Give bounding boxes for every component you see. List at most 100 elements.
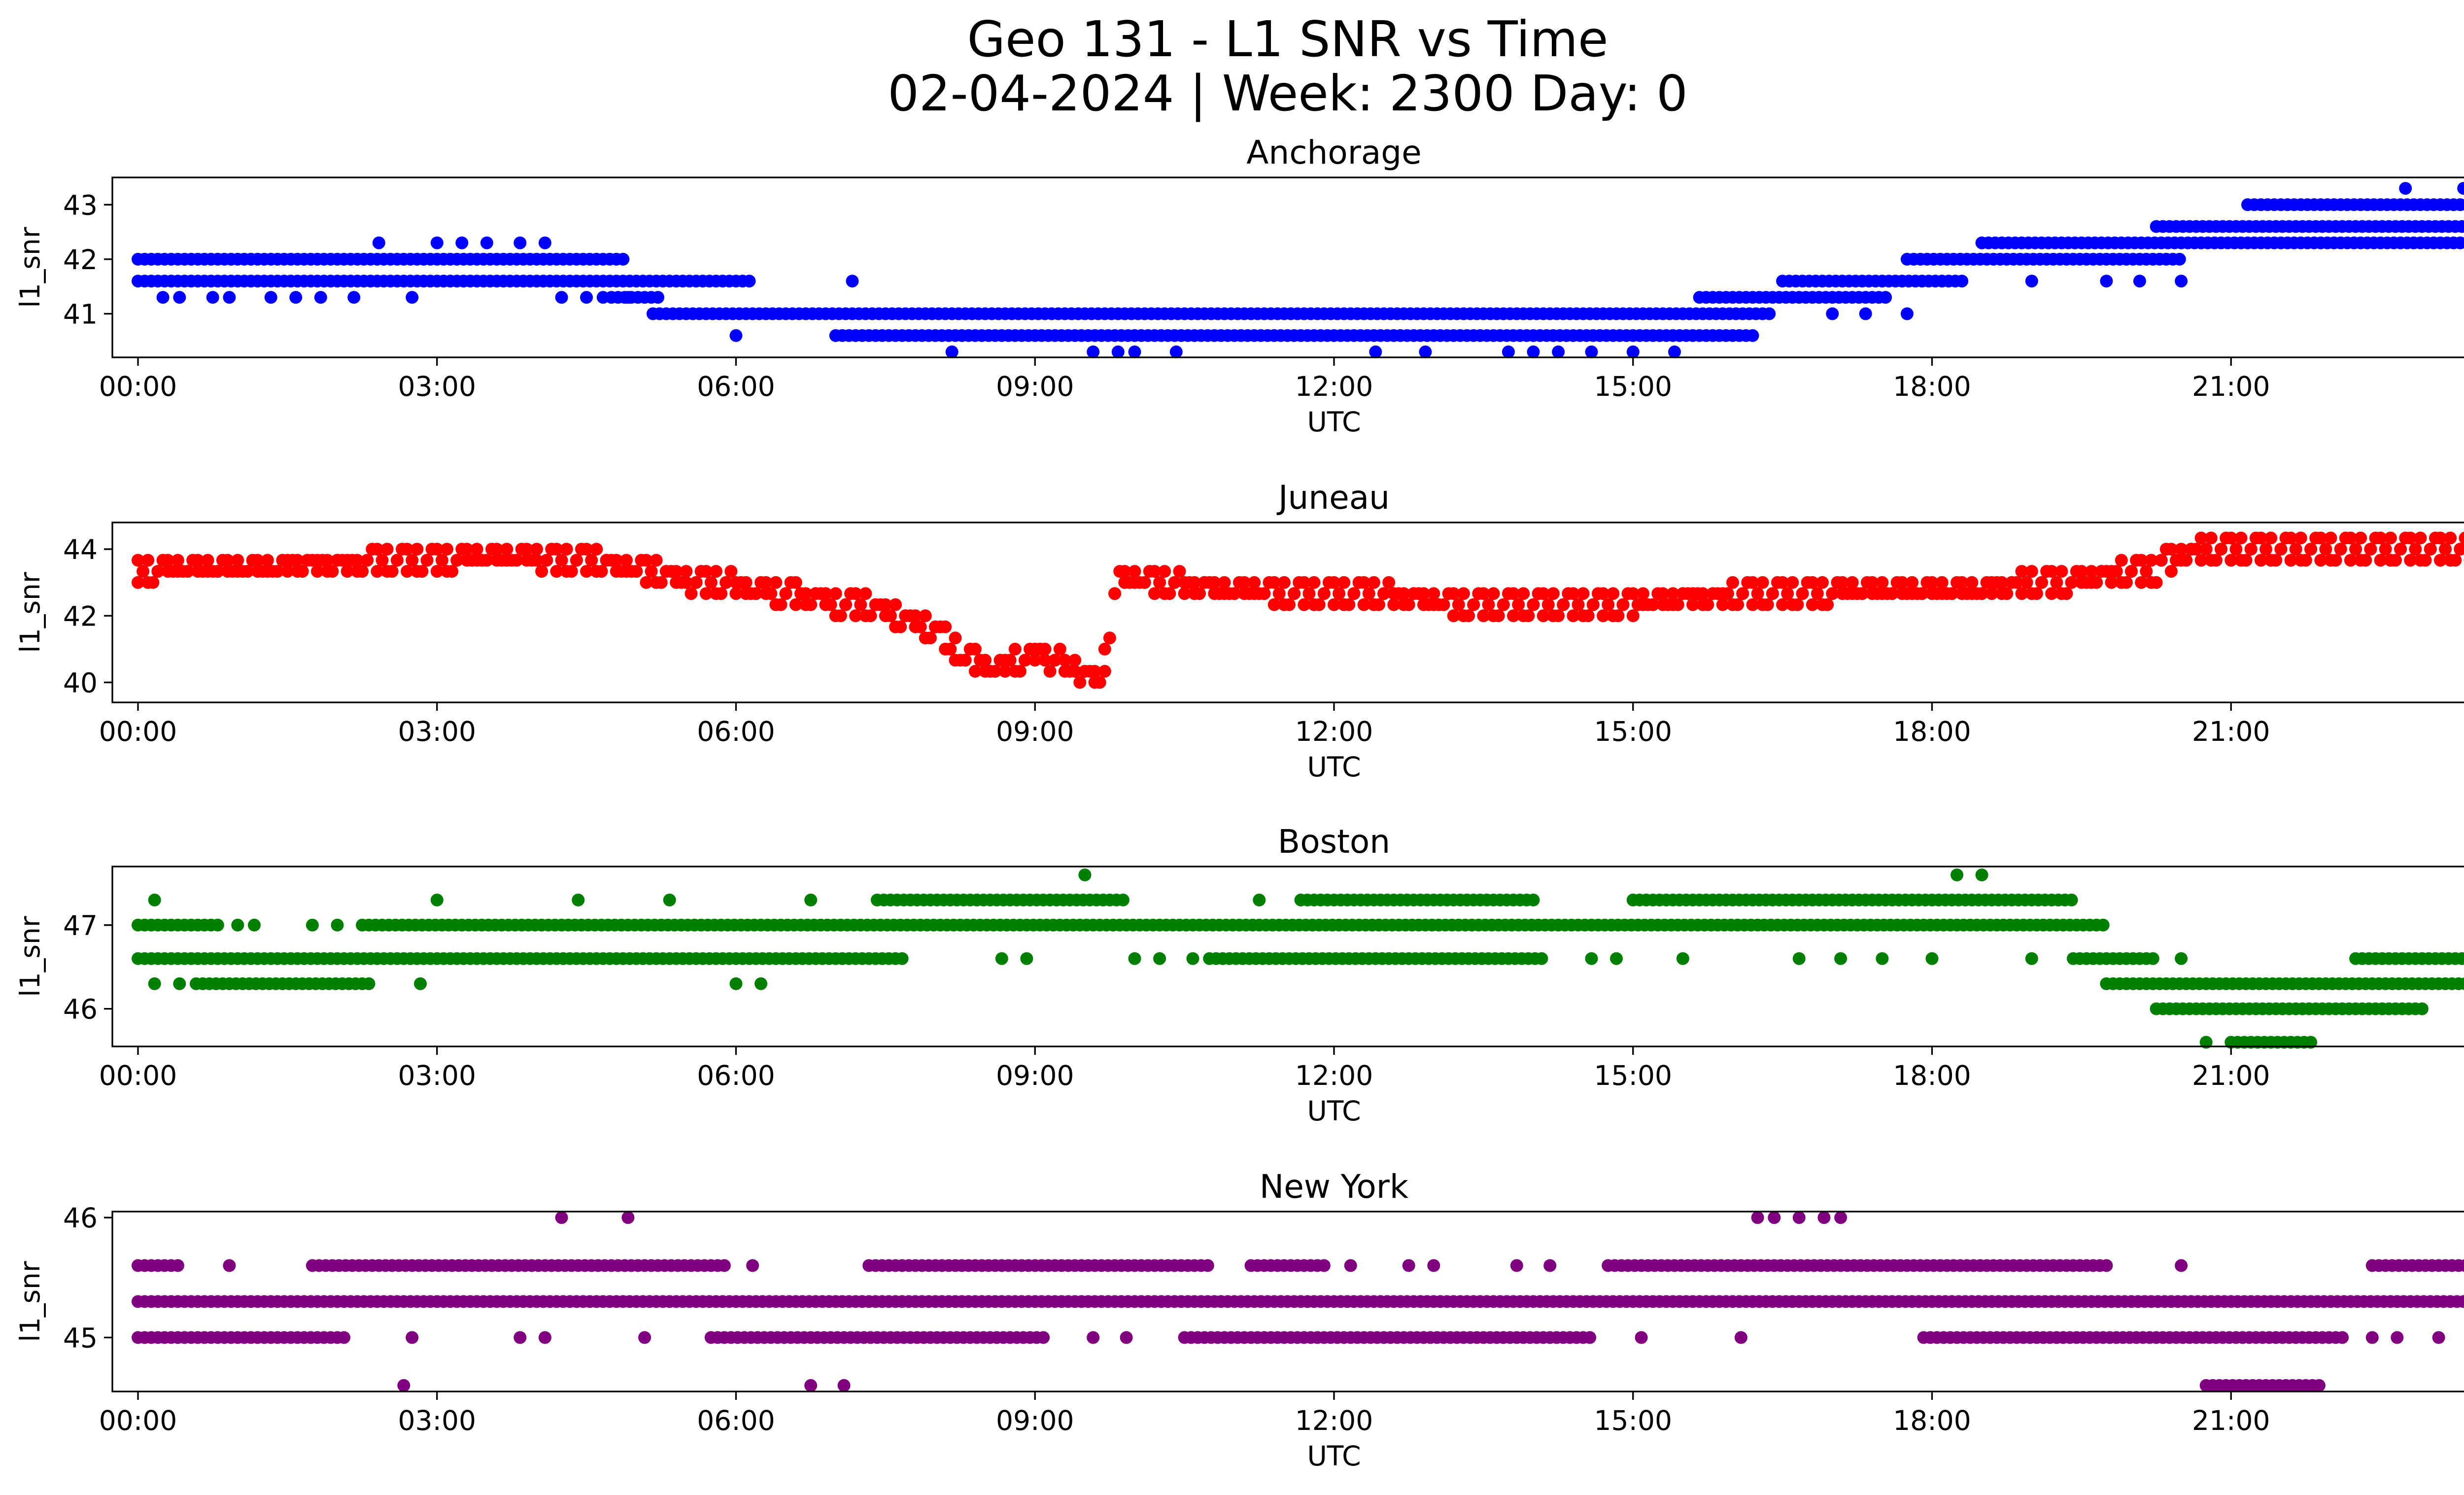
data-point — [550, 565, 563, 578]
data-point — [764, 587, 778, 600]
data-point — [356, 565, 369, 578]
data-point — [2133, 275, 2146, 288]
subplot-title: Juneau — [1276, 479, 1390, 517]
x-tick-label: 12:00 — [1295, 1060, 1373, 1091]
data-point — [390, 554, 404, 567]
data-point — [2444, 531, 2457, 545]
data-point — [430, 565, 444, 578]
data-point — [2045, 565, 2058, 578]
data-point — [2299, 554, 2312, 567]
data-point — [1372, 598, 1385, 611]
data-point — [1610, 952, 1623, 965]
data-point — [1776, 576, 1789, 589]
data-point — [513, 236, 527, 249]
data-point — [1193, 587, 1206, 600]
data-point — [2409, 543, 2422, 556]
data-point — [1037, 1331, 1050, 1344]
data-point — [1108, 587, 1122, 600]
data-point — [2065, 576, 2078, 589]
data-point — [2025, 565, 2038, 578]
data-point — [2259, 543, 2272, 556]
data-point — [1586, 598, 1600, 611]
data-point — [1925, 576, 1939, 589]
data-point — [1701, 598, 1714, 611]
data-point — [1153, 952, 1166, 965]
data-point — [572, 893, 585, 906]
data-point — [1178, 587, 1191, 600]
data-point — [146, 576, 160, 589]
data-point — [1866, 576, 1879, 589]
data-point — [2140, 565, 2153, 578]
x-tick-label: 12:00 — [1295, 1405, 1373, 1436]
data-point — [2030, 587, 2043, 600]
data-point — [2439, 543, 2452, 556]
data-point — [211, 565, 224, 578]
data-point — [1382, 576, 1396, 589]
x-tick-label: 21:00 — [2192, 371, 2270, 402]
data-point — [1746, 329, 1759, 342]
data-point — [2304, 1036, 2318, 1049]
data-point — [1834, 1211, 1848, 1224]
data-point — [1792, 1211, 1806, 1224]
data-point — [306, 918, 319, 932]
data-point — [1462, 609, 1475, 623]
data-point — [1073, 676, 1087, 689]
data-point — [1347, 587, 1361, 600]
data-point — [989, 664, 1002, 678]
data-point — [1288, 587, 1301, 600]
data-point — [2096, 918, 2110, 932]
data-point — [1726, 576, 1739, 589]
data-point — [1003, 654, 1017, 667]
data-point — [1792, 952, 1806, 965]
data-point — [789, 598, 802, 611]
data-point — [141, 554, 155, 567]
data-point — [565, 565, 578, 578]
data-point — [1188, 576, 1201, 589]
data-point — [1602, 598, 1615, 611]
data-point — [221, 554, 234, 567]
data-point — [341, 565, 354, 578]
data-point — [430, 543, 444, 556]
data-point — [654, 576, 668, 589]
data-point — [289, 291, 303, 304]
data-point — [1581, 609, 1595, 623]
x-tick-label: 06:00 — [697, 371, 775, 402]
data-point — [1402, 1259, 1415, 1272]
data-point — [1043, 664, 1057, 678]
data-point — [580, 565, 593, 578]
data-point — [415, 565, 429, 578]
data-point — [1846, 576, 1859, 589]
data-point — [1283, 598, 1296, 611]
data-point — [2462, 954, 2464, 963]
data-point — [1763, 307, 1776, 320]
data-point — [914, 620, 927, 633]
data-point — [1768, 1211, 1781, 1224]
data-point — [1116, 893, 1129, 906]
x-tick-label: 09:00 — [996, 1060, 1074, 1091]
data-point — [2459, 977, 2464, 990]
data-point — [1333, 587, 1346, 600]
x-tick-label: 09:00 — [996, 716, 1074, 747]
data-point — [1721, 587, 1734, 600]
subplot-new-york: 00:00 03:00 06:00 09:00 12:00 15:00 18:00 21:00… — [14, 1168, 2464, 1472]
data-point — [1427, 1259, 1440, 1272]
data-point — [2269, 554, 2283, 567]
data-point — [2344, 531, 2357, 545]
data-point — [2349, 543, 2362, 556]
data-point — [2365, 1331, 2379, 1344]
data-point — [1258, 587, 1271, 600]
data-point — [680, 565, 693, 578]
data-point — [1666, 587, 1679, 600]
data-point — [1751, 587, 1764, 600]
data-point — [2391, 1331, 2404, 1344]
data-point — [1103, 631, 1116, 645]
data-point — [1507, 587, 1520, 600]
subplot-title: Anchorage — [1246, 134, 1422, 172]
data-point — [2244, 543, 2258, 556]
data-point — [2404, 554, 2417, 567]
data-point — [1218, 576, 1231, 589]
y-tick-label: 41 — [63, 299, 98, 330]
data-point — [1267, 576, 1281, 589]
data-point — [1053, 642, 1066, 656]
data-point — [2459, 531, 2464, 545]
